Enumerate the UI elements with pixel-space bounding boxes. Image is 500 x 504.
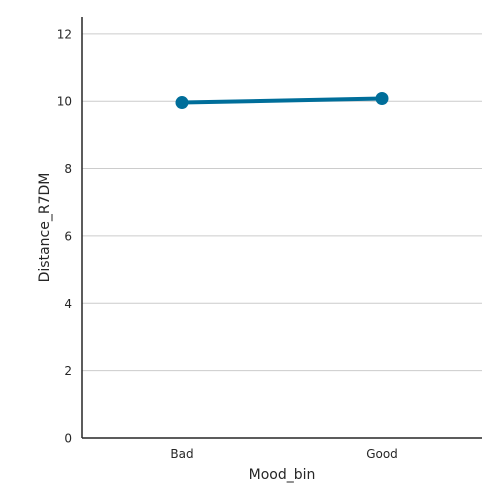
axes: [81, 17, 482, 439]
x-tick-labels: Bad Good: [170, 447, 397, 461]
series-line: [180, 96, 384, 105]
x-tick-label: Good: [366, 447, 398, 461]
gridlines: [82, 33, 482, 372]
x-axis-label: Mood_bin: [249, 467, 316, 483]
series: [175, 92, 389, 110]
y-tick-label: 8: [64, 162, 72, 176]
y-tick-label: 0: [64, 432, 72, 446]
y-tick-label: 12: [57, 27, 72, 41]
y-axis-label: Distance_R7DM: [37, 173, 53, 283]
x-tick-label: Bad: [170, 447, 193, 461]
y-tick-labels: 0 2 4 6 8 10 12: [57, 27, 72, 445]
y-tick-label: 2: [64, 364, 72, 378]
y-tick-label: 6: [64, 229, 72, 243]
y-tick-label: 10: [57, 95, 72, 109]
data-point: [175, 96, 189, 110]
data-point: [375, 92, 389, 106]
y-tick-label: 4: [64, 297, 72, 311]
